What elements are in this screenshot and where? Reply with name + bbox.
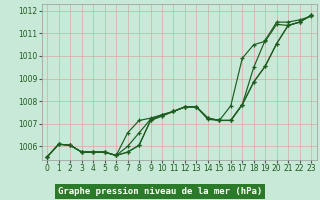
Text: Graphe pression niveau de la mer (hPa): Graphe pression niveau de la mer (hPa)	[58, 187, 262, 196]
